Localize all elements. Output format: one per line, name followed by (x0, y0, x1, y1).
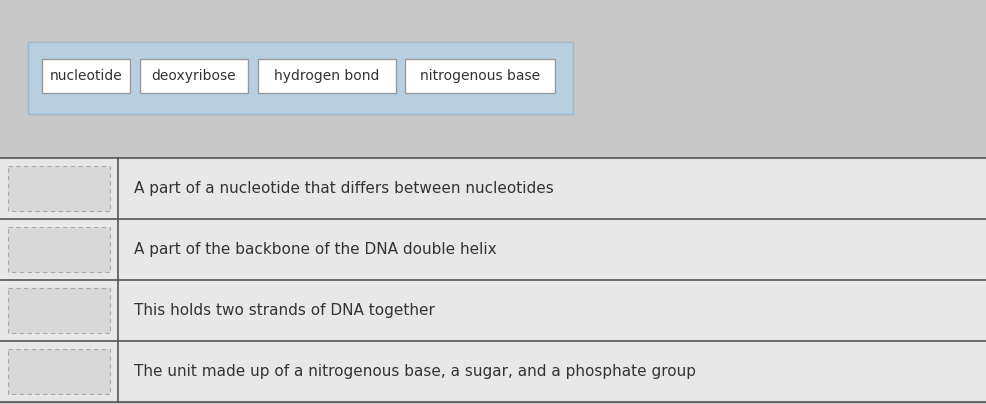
Text: nucleotide: nucleotide (49, 69, 122, 83)
Text: A part of the backbone of the DNA double helix: A part of the backbone of the DNA double… (134, 242, 496, 257)
Bar (8, 349, 109, 394)
Text: nitrogenous base: nitrogenous base (419, 69, 539, 83)
Bar (0, 158, 986, 402)
Bar (28, 42, 573, 114)
Text: hydrogen bond: hydrogen bond (274, 69, 380, 83)
Bar (8, 227, 109, 272)
Text: A part of a nucleotide that differs between nucleotides: A part of a nucleotide that differs betw… (134, 181, 553, 196)
Text: deoxyribose: deoxyribose (152, 69, 236, 83)
Text: This holds two strands of DNA together: This holds two strands of DNA together (134, 303, 435, 318)
Bar (8, 288, 109, 333)
Text: The unit made up of a nitrogenous base, a sugar, and a phosphate group: The unit made up of a nitrogenous base, … (134, 364, 695, 379)
Bar (8, 166, 109, 211)
Bar (257, 59, 395, 93)
Bar (404, 59, 554, 93)
Bar (140, 59, 247, 93)
Bar (42, 59, 130, 93)
